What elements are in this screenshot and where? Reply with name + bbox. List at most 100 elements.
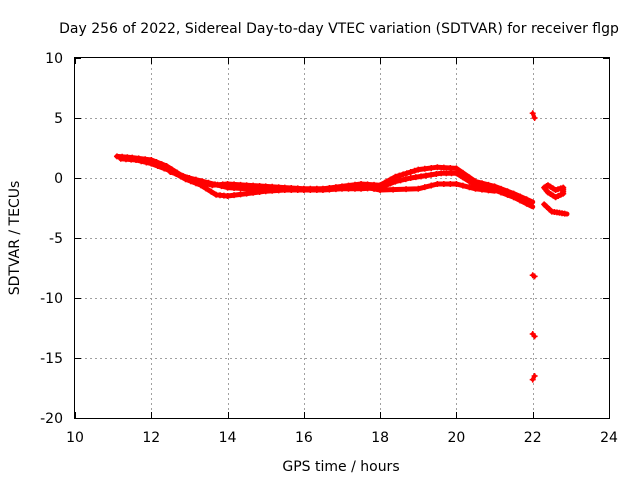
- data-point: [440, 181, 447, 187]
- outlier-cluster: [529, 373, 538, 383]
- data-point: [237, 191, 244, 198]
- y-tick-label: 10: [45, 51, 63, 67]
- x-tick-label: 22: [524, 430, 542, 446]
- x-tick-label: 12: [142, 430, 160, 446]
- data-point: [459, 182, 466, 189]
- data-point: [203, 185, 210, 192]
- data-point: [192, 176, 199, 183]
- data-point: [531, 273, 538, 280]
- data-point: [208, 188, 215, 195]
- data-point: [447, 181, 454, 187]
- data-point: [211, 181, 218, 188]
- data-point: [498, 189, 505, 196]
- data-point: [421, 184, 428, 191]
- data-point: [523, 200, 530, 207]
- data-point: [447, 165, 454, 172]
- data-point: [428, 164, 435, 171]
- x-tick-label: 20: [448, 430, 466, 446]
- data-point: [224, 193, 231, 199]
- data-point: [262, 185, 269, 192]
- y-tick-label: 5: [54, 111, 63, 127]
- data-point: [199, 178, 206, 185]
- y-tick-label: -20: [40, 411, 63, 427]
- data-point: [326, 185, 333, 192]
- data-point: [180, 173, 187, 180]
- data-point: [275, 186, 282, 193]
- data-point: [161, 165, 168, 172]
- data-point: [237, 185, 244, 192]
- x-tick-labels: 10 12 14 16 18 20 22 24: [66, 430, 618, 446]
- data-point: [154, 163, 161, 170]
- data-point: [421, 165, 428, 172]
- data-point: [407, 168, 414, 175]
- data-point: [392, 178, 399, 185]
- data-point: [250, 185, 257, 192]
- outlier-cluster: [529, 331, 538, 340]
- data-point: [345, 184, 352, 191]
- data-point: [186, 175, 193, 181]
- x-tick-label: 14: [219, 430, 237, 446]
- data-point: [459, 174, 466, 181]
- data-point: [472, 185, 479, 192]
- y-tick-label: -15: [40, 351, 63, 367]
- y-tick-label: 0: [54, 171, 63, 187]
- data-point: [412, 174, 419, 181]
- data-point: [300, 187, 307, 193]
- outlier-cluster: [529, 110, 538, 121]
- series-trace-d: [541, 182, 567, 201]
- data-point: [434, 164, 441, 171]
- data-point: [173, 171, 180, 178]
- data-point: [377, 187, 384, 193]
- outlier-cluster: [529, 272, 538, 280]
- data-point: [504, 191, 511, 198]
- data-point: [510, 194, 517, 201]
- data-point: [561, 210, 568, 217]
- data-point: [418, 173, 425, 180]
- data-point: [256, 185, 263, 192]
- data-point: [453, 170, 460, 177]
- data-point: [113, 153, 120, 160]
- data-point: [138, 158, 145, 165]
- data-point: [531, 115, 538, 121]
- data-point: [117, 155, 124, 162]
- x-tick-label: 10: [66, 430, 84, 446]
- y-tick-labels: 10 5 0 -5 -10 -15 -20: [40, 51, 63, 427]
- x-tick-label: 24: [600, 430, 618, 446]
- data-point: [218, 183, 225, 190]
- data-point: [224, 184, 231, 191]
- data-layer: [113, 110, 570, 383]
- series-main-trace-c: [167, 169, 498, 194]
- data-point: [313, 186, 320, 193]
- data-point: [466, 178, 473, 185]
- data-point: [143, 159, 150, 166]
- x-tick-label: 16: [295, 430, 313, 446]
- y-axis-title: SDTVAR / TECUs: [7, 181, 23, 296]
- data-point: [478, 186, 485, 193]
- data-point: [371, 185, 378, 192]
- data-point: [453, 181, 460, 187]
- data-point: [402, 176, 409, 183]
- data-point: [351, 183, 358, 190]
- data-point: [531, 373, 538, 379]
- tick-layer: [75, 58, 610, 419]
- data-point: [387, 180, 394, 187]
- data-point: [403, 186, 410, 193]
- data-point: [529, 110, 536, 117]
- data-point: [485, 187, 492, 194]
- data-point: [443, 170, 450, 177]
- data-point: [390, 186, 397, 193]
- data-point: [231, 192, 238, 199]
- data-point: [440, 164, 447, 171]
- data-point: [529, 376, 536, 383]
- data-point: [133, 157, 140, 163]
- data-point: [358, 183, 365, 190]
- data-point: [243, 185, 250, 192]
- data-point: [122, 156, 129, 163]
- y-tick-label: -5: [49, 231, 63, 247]
- data-point: [517, 197, 524, 204]
- series-trace-e: [541, 201, 570, 217]
- data-point: [542, 183, 549, 190]
- data-point: [422, 172, 429, 179]
- data-point: [339, 184, 345, 191]
